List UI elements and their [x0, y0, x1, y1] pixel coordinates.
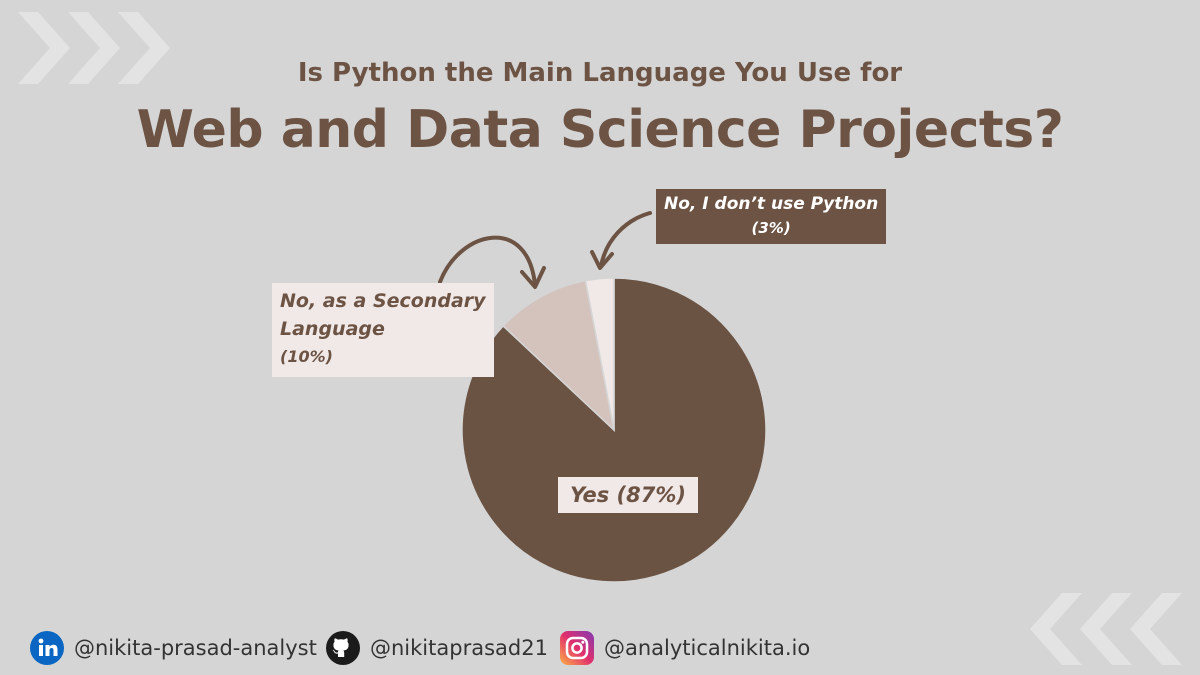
chart-title: Web and Data Science Projects? [136, 100, 1064, 160]
instagram-handle: @analyticalnikita.io [604, 636, 811, 660]
label-yes: Yes (87%) [558, 477, 699, 513]
pie-slices [461, 277, 767, 583]
linkedin-handle: @nikita-prasad-analyst [74, 636, 317, 660]
linkedin-icon [30, 631, 64, 665]
label-secondary: No, as a Secondary Language (10%) [272, 283, 494, 377]
arrow-no-head-icon [590, 250, 614, 270]
pie-slice-2 [584, 277, 615, 431]
label-no-python: No, I don’t use Python (3%) [656, 189, 887, 244]
label-yes-text: Yes (87%) [570, 483, 687, 507]
arrow-no-icon [599, 211, 652, 268]
github-icon [326, 631, 360, 665]
instagram-icon [560, 631, 594, 665]
chevron-decor-top-icon [18, 12, 170, 84]
label-secondary-line3: (10%) [280, 347, 333, 366]
label-secondary-line2: Language [280, 318, 385, 340]
chevron-decor-bottom-icon [1030, 593, 1182, 665]
label-no-line2: (3%) [751, 219, 791, 237]
label-no-line1: No, I don’t use Python [664, 194, 879, 214]
arrow-secondary-icon [438, 235, 537, 287]
footer-github[interactable]: @nikitaprasad21 [326, 630, 548, 666]
github-handle: @nikitaprasad21 [370, 636, 548, 660]
label-secondary-line1: No, as a Secondary [280, 290, 486, 312]
chart-subtitle: Is Python the Main Language You Use for [297, 58, 903, 88]
arrow-secondary-head-icon [520, 266, 546, 289]
footer-instagram[interactable]: @analyticalnikita.io [560, 630, 810, 666]
footer-linkedin[interactable]: @nikita-prasad-analyst [30, 630, 317, 666]
pie-slice-1 [502, 279, 616, 433]
